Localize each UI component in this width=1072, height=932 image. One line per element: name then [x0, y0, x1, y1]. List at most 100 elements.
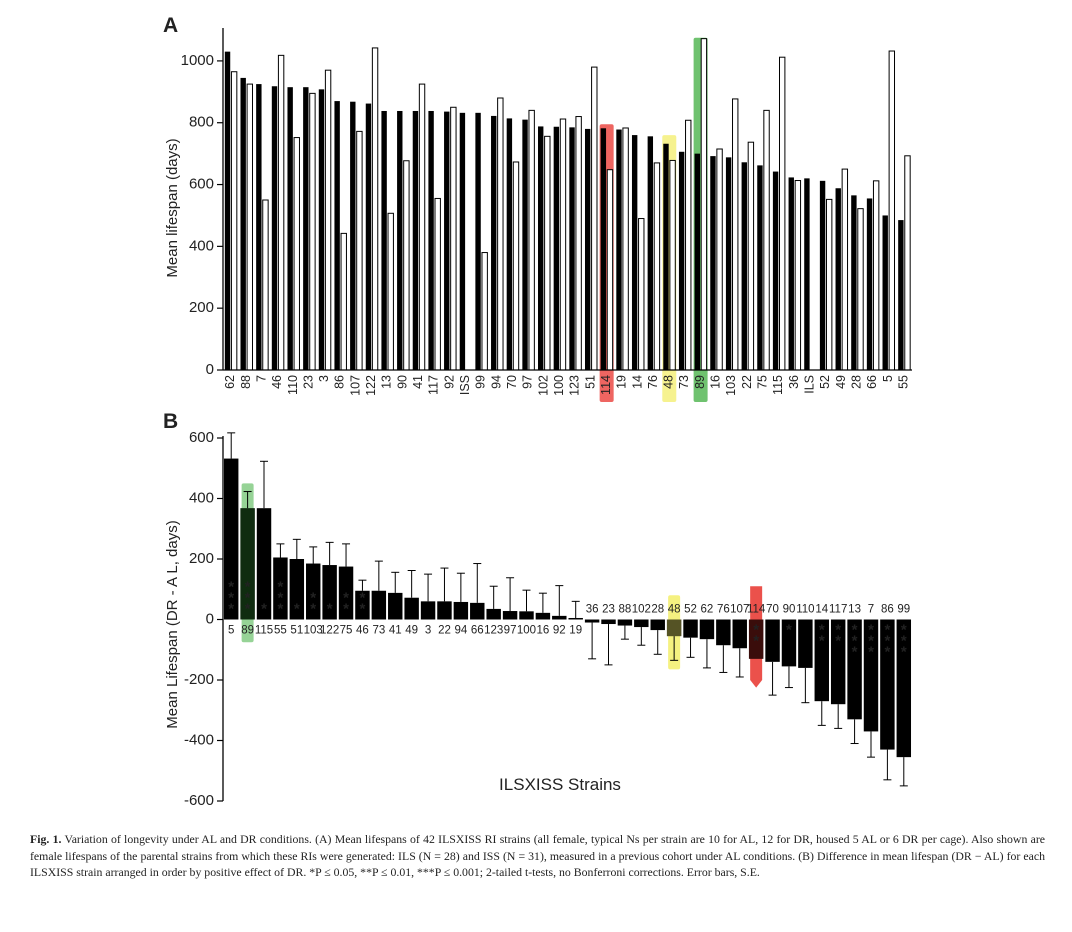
- bar-al: [804, 178, 810, 370]
- bar-dr: [732, 98, 739, 371]
- figure-caption: Fig. 1. Variation of longevity under AL …: [30, 831, 1045, 881]
- diff-bar: [765, 619, 780, 662]
- category-label: 13: [848, 604, 861, 616]
- diff-bar: [863, 619, 879, 732]
- significance-marker: *: [261, 601, 267, 618]
- category-label: 107: [730, 604, 749, 616]
- panel-b: B5* * *89* * *115*55* * *51*103* *122*75* *46* *7…: [163, 410, 912, 809]
- panel-a-label: A: [163, 14, 178, 37]
- x-tick-label: 88: [239, 375, 253, 389]
- diff-bar: [716, 619, 731, 646]
- diff-bar: [306, 563, 321, 620]
- bar-al: [365, 103, 372, 371]
- diff-bar: [486, 608, 501, 620]
- diff-bar: [420, 601, 436, 620]
- category-label: 41: [389, 625, 402, 637]
- category-label: 52: [684, 604, 697, 616]
- y-tick-label: 1000: [181, 52, 214, 69]
- bar-dr: [763, 109, 770, 371]
- diff-bar: [453, 601, 469, 620]
- category-label: 123: [484, 625, 503, 637]
- category-label: 19: [569, 625, 582, 637]
- bar-dr: [606, 169, 614, 371]
- y-tick-label: 800: [189, 114, 214, 131]
- diff-bar: [338, 566, 354, 620]
- bar-dr: [309, 92, 316, 371]
- y-tick-label: -600: [184, 792, 214, 809]
- bar-al: [882, 215, 888, 370]
- caption-text: Variation of longevity under AL and DR c…: [30, 832, 1045, 879]
- x-tick-label: 55: [896, 375, 910, 389]
- x-tick-label: 75: [756, 375, 770, 389]
- category-label: 102: [632, 604, 651, 616]
- diff-bar: [748, 619, 764, 659]
- diff-bar: [880, 619, 895, 750]
- category-label: 73: [372, 625, 385, 637]
- bar-al: [600, 128, 607, 370]
- category-label: 46: [356, 625, 369, 637]
- y-tick-label: -400: [184, 731, 214, 748]
- bar-dr: [356, 130, 363, 371]
- category-label: 110: [796, 604, 814, 616]
- y-tick-label: 0: [206, 610, 214, 627]
- significance-marker: *: [327, 601, 333, 618]
- x-tick-label: 51: [583, 375, 597, 389]
- significance-marker: * * *: [245, 579, 251, 618]
- category-label: 66: [471, 625, 484, 637]
- diff-bar: [650, 619, 665, 631]
- x-tick-label: 14: [630, 375, 644, 389]
- x-tick-label: 41: [411, 375, 425, 389]
- bar-al: [397, 110, 403, 371]
- figure-svg: A62 88 7 46 110 23 3 86 107 122 13 90 41 117 92 ISS 99 94…: [163, 14, 912, 809]
- x-tick-label: 89: [693, 375, 707, 389]
- category-label: 55: [274, 625, 287, 637]
- x-tick-label: 52: [818, 375, 832, 389]
- category-label: 88: [619, 604, 632, 616]
- bar-dr: [888, 50, 896, 371]
- bar-al: [757, 165, 763, 370]
- x-tick-label: 70: [505, 375, 519, 389]
- category-label: 48: [668, 604, 681, 616]
- x-tick-label: 122: [364, 375, 378, 396]
- x-tick-label: 19: [615, 375, 629, 389]
- x-tick-label: ISS: [458, 375, 472, 395]
- bar-dr: [403, 160, 410, 371]
- bar-al: [334, 101, 340, 370]
- category-label: 115: [255, 625, 273, 637]
- bar-dr: [904, 155, 911, 371]
- diff-bar: [814, 619, 829, 702]
- significance-marker: * * *: [228, 579, 234, 618]
- x-tick-label: 123: [568, 375, 582, 396]
- bar-dr: [575, 116, 582, 371]
- y-tick-label: -200: [184, 671, 214, 688]
- diff-bar: [470, 602, 485, 620]
- bar-dr: [559, 118, 567, 371]
- bar-dr: [638, 218, 645, 371]
- bar-al: [256, 84, 262, 370]
- bar-al: [303, 87, 309, 370]
- bar-dr: [277, 54, 285, 371]
- x-tick-label: 48: [662, 375, 676, 389]
- x-tick-label: 110: [286, 375, 300, 395]
- diff-bar: [683, 619, 698, 638]
- diff-bar: [256, 508, 272, 620]
- category-label: 7: [868, 604, 874, 616]
- bar-al: [444, 111, 450, 370]
- bar-dr: [387, 212, 394, 371]
- x-tick-label: 90: [395, 375, 409, 389]
- diff-bar: [388, 592, 403, 620]
- bar-dr: [528, 109, 535, 371]
- category-label: 86: [881, 604, 894, 616]
- diff-bar: [519, 611, 534, 620]
- significance-marker: * * *: [277, 579, 283, 618]
- significance-marker: *: [786, 622, 792, 639]
- category-label: 22: [438, 625, 451, 637]
- diff-bar-tint: [666, 619, 682, 637]
- x-tick-label: 49: [834, 375, 848, 389]
- bar-dr: [340, 232, 347, 371]
- diff-bar: [584, 619, 600, 623]
- x-tick-label: 22: [740, 375, 754, 389]
- bar-al: [851, 195, 857, 370]
- category-label: 122: [320, 625, 339, 637]
- bar-dr: [716, 148, 723, 371]
